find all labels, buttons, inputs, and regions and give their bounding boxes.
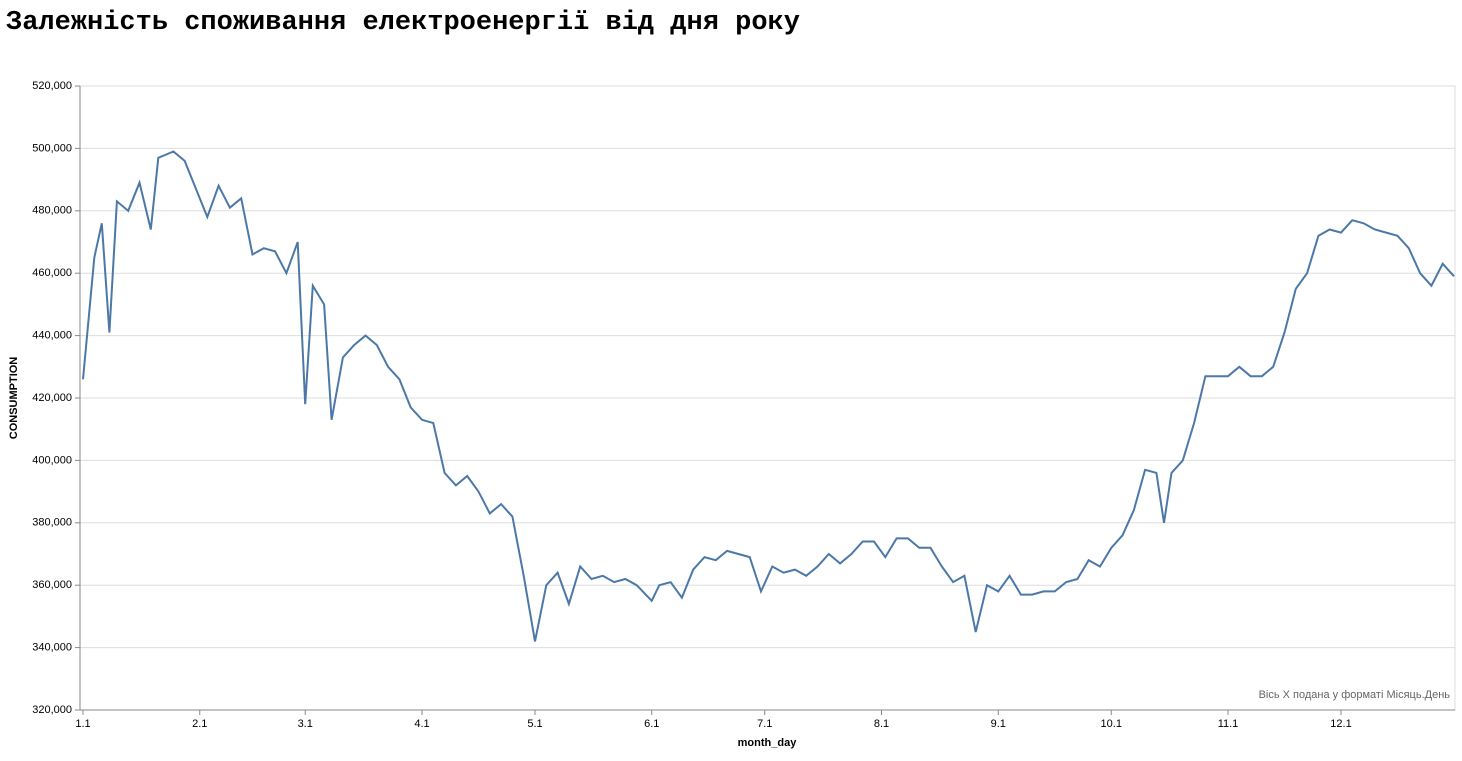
y-tick-label: 320,000 <box>32 704 72 716</box>
y-tick-label: 440,000 <box>32 330 72 342</box>
y-tick-label: 500,000 <box>32 142 72 154</box>
y-axis-label: CONSUMPTION <box>8 357 20 440</box>
y-tick-label: 480,000 <box>32 205 72 217</box>
x-tick-label: 5.1 <box>527 718 542 730</box>
x-tick-label: 12.1 <box>1330 718 1351 730</box>
x-tick-label: 9.1 <box>991 718 1006 730</box>
y-tick-label: 520,000 <box>32 80 72 92</box>
x-tick-label: 8.1 <box>874 718 889 730</box>
y-tick-label: 460,000 <box>32 267 72 279</box>
x-axis-label: month_day <box>738 737 798 749</box>
x-tick-label: 11.1 <box>1218 718 1239 730</box>
annotation: Вісь X подана у форматі Місяць.День <box>1259 689 1451 701</box>
y-tick-label: 420,000 <box>32 392 72 404</box>
x-tick-label: 6.1 <box>644 718 659 730</box>
x-tick-label: 10.1 <box>1101 718 1122 730</box>
x-tick-label: 1.1 <box>75 718 90 730</box>
y-tick-label: 380,000 <box>32 517 72 529</box>
x-tick-label: 2.1 <box>192 718 207 730</box>
y-tick-label: 360,000 <box>32 579 72 591</box>
y-tick-label: 340,000 <box>32 642 72 654</box>
x-tick-label: 7.1 <box>757 718 772 730</box>
x-tick-label: 4.1 <box>414 718 429 730</box>
x-tick-label: 3.1 <box>298 718 313 730</box>
y-tick-label: 400,000 <box>32 454 72 466</box>
chart-title: Залежність споживання електроенергії від… <box>6 8 800 38</box>
line <box>82 150 1455 642</box>
